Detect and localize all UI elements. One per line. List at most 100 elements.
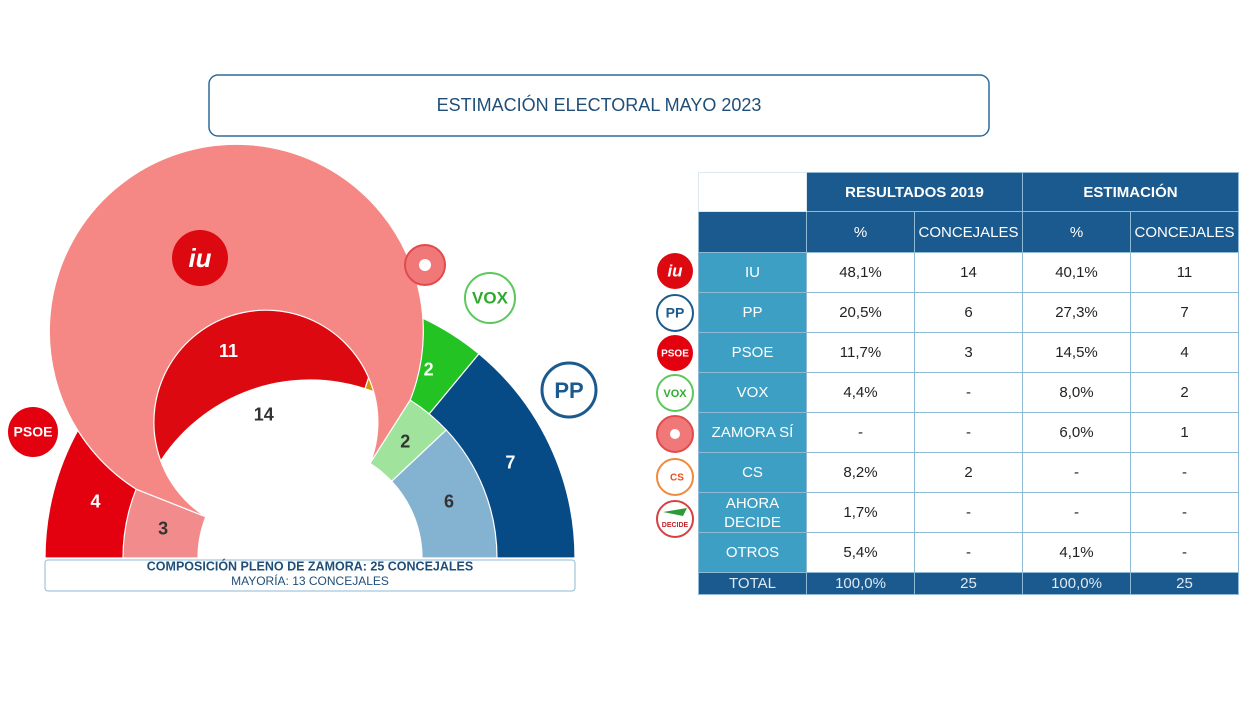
icon-text: PP: [666, 305, 685, 321]
seat-label: 2: [400, 432, 410, 452]
logo-text: PP: [554, 378, 583, 403]
table-cell: 4,4%: [806, 372, 915, 413]
title-box: [208, 74, 990, 137]
table-cell: 6,0%: [1022, 412, 1131, 453]
seat-segment: [48, 143, 424, 518]
icon-text: DECIDE: [662, 522, 689, 529]
table-cell: -: [1130, 452, 1239, 493]
icon-text: VOX: [663, 388, 687, 400]
table-row: ZAMORA SÍ - -6,0% 1: [698, 412, 1239, 453]
icon-text: CS: [670, 473, 684, 484]
table-cell: PSOE: [698, 332, 807, 373]
iu-logo: [172, 230, 228, 286]
table-cell: PP: [698, 292, 807, 333]
table-cell: -: [1022, 452, 1131, 493]
seat-label: 4: [90, 492, 100, 512]
table-cell: 11: [1130, 252, 1239, 293]
table-cell: ZAMORA SÍ: [698, 412, 807, 453]
table-row: AHORA DECIDE 1,7% - - -: [698, 492, 1239, 533]
table-cell: 100,0%: [1022, 572, 1131, 595]
table-cell: IU: [698, 252, 807, 293]
icon-text: iu: [667, 261, 683, 280]
table-cell: -: [914, 372, 1023, 413]
table-cell: TOTAL: [698, 572, 807, 595]
table-cell: AHORA DECIDE: [698, 492, 807, 533]
pp-icon: [656, 294, 694, 332]
iu-icon: [657, 253, 693, 289]
table-cell: -: [1022, 492, 1131, 533]
cs-icon: [656, 458, 694, 496]
table-cell: CS: [698, 452, 807, 493]
table-cell: -: [914, 532, 1023, 573]
table-cell: VOX: [698, 372, 807, 413]
subcaption: MAYORÍA: 13 CONCEJALES: [231, 573, 389, 588]
table-cell: 25: [914, 572, 1023, 595]
caption: COMPOSICIÓN PLENO DE ZAMORA: 25 CONCEJAL…: [147, 558, 473, 573]
table-cell: 14: [914, 252, 1023, 293]
table-cell: RESULTADOS 2019: [806, 172, 1023, 212]
table-cell: 27,3%: [1022, 292, 1131, 333]
table-row: RESULTADOS 2019 ESTIMACIÓN: [698, 172, 1239, 212]
table-cell: 40,1%: [1022, 252, 1131, 293]
table-cell: 4: [1130, 332, 1239, 373]
hemicycle: 41112731426: [44, 143, 576, 559]
table-cell: -: [1130, 492, 1239, 533]
table-cell: 14,5%: [1022, 332, 1131, 373]
table-row: % CONCEJALES% CONCEJALES: [698, 211, 1239, 253]
table-cell: OTROS: [698, 532, 807, 573]
table-cell: 7: [1130, 292, 1239, 333]
table-cell: -: [806, 412, 915, 453]
seat-label: 3: [158, 519, 168, 539]
table-cell: 100,0%: [806, 572, 915, 595]
table-row: IU 48,1% 14 40,1% 11: [698, 252, 1239, 293]
seat-label: 11: [219, 341, 238, 361]
logo-text: VOX: [472, 288, 509, 307]
table-row: CS 8,2% 2- -: [698, 452, 1239, 493]
table-cell: CONCEJALES: [1130, 211, 1239, 253]
table-cell: 8,2%: [806, 452, 915, 493]
table-cell: [698, 172, 807, 212]
title: ESTIMACIÓN ELECTORAL MAYO 2023: [437, 94, 762, 115]
psoe-logo: [8, 407, 58, 457]
table-cell: 11,7%: [806, 332, 915, 373]
psoe-icon: [657, 335, 693, 371]
table-row: PSOE 11,7% 3 14,5% 4: [698, 332, 1239, 373]
table-cell: 20,5%: [806, 292, 915, 333]
decide-icon-mark: [663, 508, 687, 516]
table-row: VOX 4,4% -8,0% 2: [698, 372, 1239, 413]
table-cell: 2: [1130, 372, 1239, 413]
results-table: RESULTADOS 2019 ESTIMACIÓN% CONCEJALES% CON…: [698, 172, 1239, 595]
table-row: PP 20,5% 6 27,3% 7: [698, 292, 1239, 333]
table-cell: -: [1130, 532, 1239, 573]
logo-text: iu: [188, 243, 211, 273]
pp-logo: [540, 361, 598, 419]
caption-box: [44, 559, 576, 592]
zamora-logo-center: [419, 259, 431, 271]
table-cell: 1: [1130, 412, 1239, 453]
table-cell: [698, 211, 807, 253]
decide-icon: [656, 500, 694, 538]
table-cell: 25: [1130, 572, 1239, 595]
table-cell: -: [914, 492, 1023, 533]
table-row: OTROS 5,4% -4,1% -: [698, 532, 1239, 573]
seat-segment: [390, 429, 498, 559]
table-cell: %: [806, 211, 915, 253]
table-cell: 6: [914, 292, 1023, 333]
vox-icon: [656, 374, 694, 412]
vox-logo: [464, 272, 516, 324]
table-cell: 5,4%: [806, 532, 915, 573]
table-cell: -: [914, 412, 1023, 453]
table-row: TOTAL 100,0% 25 100,0% 25: [698, 572, 1239, 595]
seat-label: 7: [505, 452, 515, 472]
table-cell: 4,1%: [1022, 532, 1131, 573]
table-cell: %: [1022, 211, 1131, 253]
seat-label: 2: [424, 360, 434, 380]
table-cell: 48,1%: [806, 252, 915, 293]
table-cell: 3: [914, 332, 1023, 373]
table-cell: 2: [914, 452, 1023, 493]
table-cell: 8,0%: [1022, 372, 1131, 413]
zamora-icon-center: [670, 429, 680, 439]
seat-label: 14: [254, 405, 274, 425]
